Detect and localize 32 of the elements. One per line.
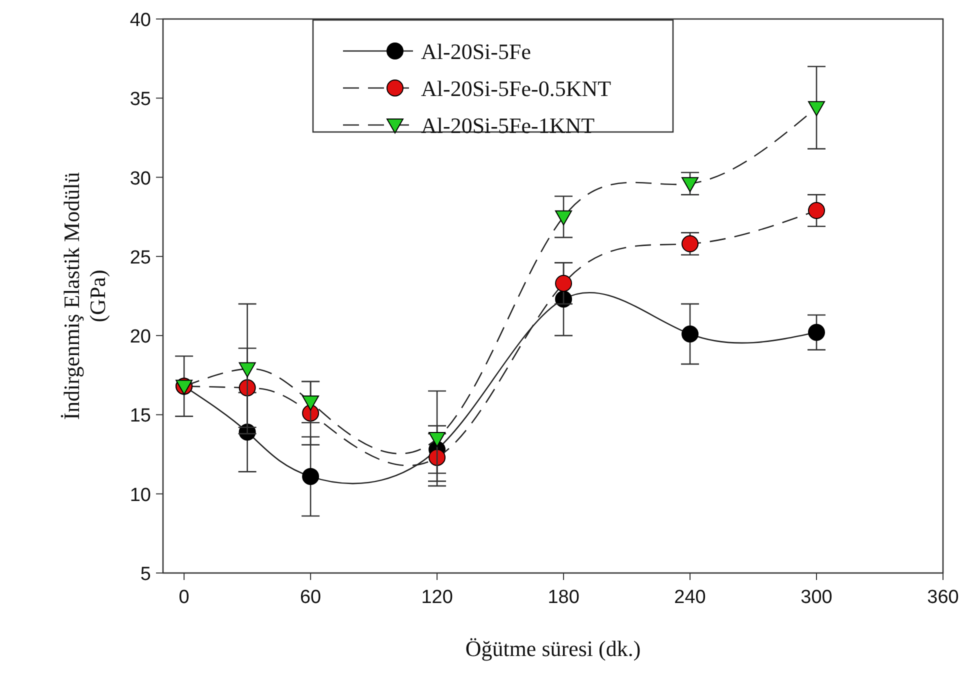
x-axis-title: Öğütme süresi (dk.) [465, 636, 641, 661]
legend-label: Al-20Si-5Fe [421, 39, 531, 64]
point [302, 396, 320, 411]
x-tick-label: 120 [421, 587, 453, 608]
x-tick-label: 240 [674, 587, 706, 608]
y-tick-label: 15 [130, 406, 151, 427]
x-tick-label: 60 [300, 587, 322, 608]
legend-label: Al-20Si-5Fe-1KNT [421, 113, 596, 138]
y-axis-title: İndirgenmiş Elastik Modülü (GPa) [59, 172, 110, 420]
y-tick-label: 25 [130, 247, 151, 268]
x-tick-label: 180 [548, 587, 580, 608]
point [238, 362, 256, 378]
point [682, 177, 699, 192]
y-tick-label: 10 [130, 484, 151, 506]
point [808, 202, 826, 220]
point [428, 432, 446, 447]
legend-label: Al-20Si-5Fe-0.5KNT [421, 76, 612, 101]
y-tick-label: 20 [130, 326, 151, 348]
point [302, 468, 320, 485]
point [555, 274, 572, 292]
point [808, 324, 826, 341]
point [682, 326, 699, 342]
y-tick-label: 35 [130, 89, 151, 110]
x-tick-label: 0 [178, 587, 190, 608]
x-tick-label: 300 [800, 587, 832, 608]
point [428, 448, 446, 466]
y-tick-label: 30 [130, 168, 151, 190]
point [808, 101, 826, 116]
point [555, 210, 572, 226]
y-tick-label: 40 [130, 10, 151, 31]
x-tick-label: 360 [927, 587, 959, 608]
y-tick-label: 5 [140, 564, 151, 585]
